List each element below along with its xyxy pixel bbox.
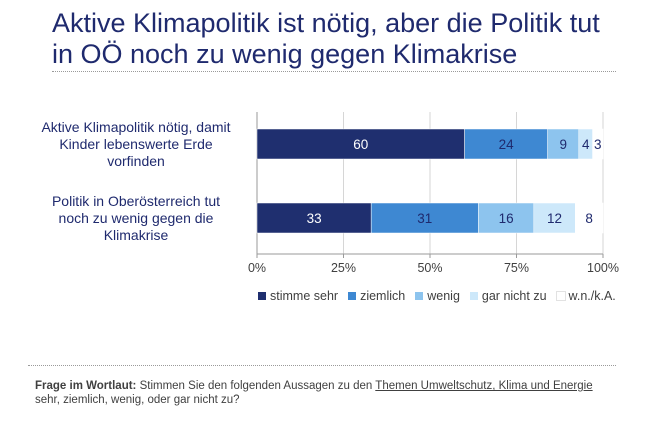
question-topics: Themen Umweltschutz, Klima und Energie [375, 380, 593, 392]
data-label: 24 [499, 137, 515, 152]
x-tick-label: 0% [248, 261, 266, 275]
x-tick-label: 75% [504, 261, 529, 275]
question-text-end: sehr, ziemlich, wenig, oder gar nicht zu… [35, 394, 240, 406]
category-label: Aktive Klimapolitik nötig, damit Kinder l… [41, 119, 230, 169]
legend-item: gar nicht zu [469, 289, 547, 303]
legend-label: stimme sehr [270, 289, 339, 303]
bar-segment [478, 202, 535, 234]
x-tick-label: 50% [417, 261, 442, 275]
legend-label: ziemlich [360, 289, 406, 303]
legend-label: w.n./k.A. [568, 289, 616, 303]
footer-divider [28, 365, 616, 366]
legend-item: w.n./k.A. [555, 289, 616, 303]
stacked-bar-chart: 0% 25% 50% 75% 100% Aktive Klimapolitik nötig… [41, 112, 619, 275]
data-label: 12 [547, 211, 562, 226]
legend-item: stimme sehr [258, 289, 338, 303]
data-label: 33 [307, 211, 322, 226]
question-text-start: Stimmen Sie den folgenden Aussagen zu de… [136, 380, 376, 392]
legend-item: ziemlich [348, 289, 405, 303]
data-label: 9 [559, 137, 567, 152]
data-label: 8 [585, 211, 593, 226]
bar-segment [370, 202, 479, 234]
legend-swatch [258, 292, 266, 300]
page-title: Aktive Klimapolitik ist nötig, aber die … [52, 8, 652, 70]
legend-swatch [415, 292, 424, 300]
bar-segment [256, 202, 372, 234]
x-tick-label: 25% [331, 261, 356, 275]
legend-swatch [469, 292, 478, 300]
question-label: Frage im Wortlaut: [35, 380, 137, 392]
data-label: 3 [594, 137, 602, 152]
bar-segment [464, 128, 548, 160]
question-wording: Frage im Wortlaut: Stimmen Sie den folge… [35, 379, 615, 407]
chart-legend: stimme sehr ziemlich wenig gar nicht zu w.n.… [258, 289, 616, 303]
bar-segment [575, 202, 604, 234]
legend-swatch [555, 291, 566, 301]
bar-segment [592, 128, 604, 160]
data-label: 60 [353, 137, 368, 152]
bar-segment [533, 202, 576, 234]
data-label: 31 [417, 211, 432, 226]
legend-item: wenig [415, 289, 460, 303]
data-label: 16 [499, 211, 514, 226]
title-line-2: in OÖ noch zu wenig gegen Klimakrise [52, 39, 518, 69]
legend-label: gar nicht zu [481, 289, 547, 303]
data-label: 4 [582, 137, 590, 152]
category-label: Politik in Oberösterreich tut noch zu wen… [52, 193, 220, 243]
title-line-1: Aktive Klimapolitik ist nötig, aber die … [52, 8, 600, 38]
x-tick-label: 100% [587, 261, 619, 275]
legend-swatch [348, 292, 357, 300]
legend-label: wenig [427, 289, 460, 303]
title-divider [52, 71, 616, 72]
